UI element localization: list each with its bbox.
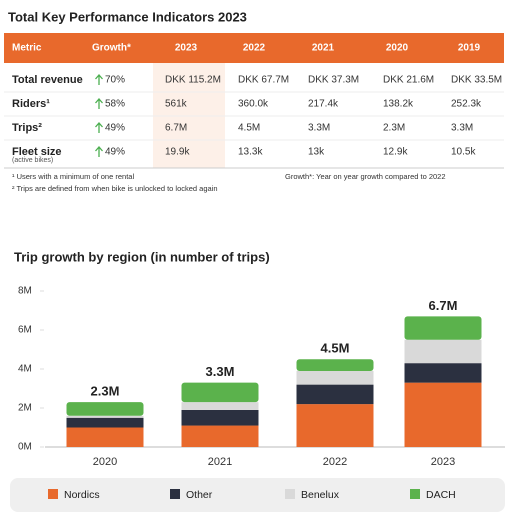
bar-segment <box>404 316 482 340</box>
bar-segment <box>66 415 144 418</box>
growth-arrow <box>95 146 103 157</box>
cell: 217.4k <box>308 99 339 110</box>
total-label: 4.5M <box>321 341 350 356</box>
chart-title: Trip growth by region (in number of trip… <box>14 249 270 264</box>
total-label: 6.7M <box>429 298 458 313</box>
legend-label: Benelux <box>301 489 340 501</box>
column-header: 2021 <box>312 43 335 54</box>
x-tick-label: 2023 <box>431 456 455 468</box>
cell: DKK 115.2M <box>165 75 221 86</box>
growth-value: 49% <box>105 147 125 158</box>
growth-arrow <box>95 98 103 109</box>
growth-note: Growth*: Year on year growth compared to… <box>285 172 446 181</box>
y-tick-label: 2M <box>18 403 32 414</box>
cell: DKK 33.5M <box>451 75 502 86</box>
legend-swatch <box>285 489 295 499</box>
cell: 19.9k <box>165 147 190 158</box>
y-tick-label: 6M <box>18 325 32 336</box>
cell: DKK 67.7M <box>238 75 289 86</box>
cell: 12.9k <box>383 147 408 158</box>
x-tick-label: 2021 <box>208 456 232 468</box>
total-label: 2.3M <box>91 384 120 399</box>
column-header: 2022 <box>243 43 266 54</box>
legend-label: Other <box>186 489 213 501</box>
bar-segment <box>66 417 144 428</box>
y-tick-label: 8M <box>18 286 32 297</box>
legend-label: DACH <box>426 489 456 501</box>
x-tick-label: 2020 <box>93 456 117 468</box>
column-header: 2019 <box>458 43 481 54</box>
cell: 3.3M <box>308 123 330 134</box>
bar-segment <box>296 359 374 371</box>
row-sublabel: (active bikes) <box>12 157 53 164</box>
x-tick-label: 2022 <box>323 456 347 468</box>
legend-swatch <box>48 489 58 499</box>
total-label: 3.3M <box>206 364 235 379</box>
legend-box <box>10 478 505 512</box>
legend-label: Nordics <box>64 489 100 501</box>
bar-segment <box>404 339 482 364</box>
cell: 138.2k <box>383 99 414 110</box>
bar-segment <box>66 427 144 447</box>
row-label: Riders¹ <box>12 98 50 110</box>
cell: DKK 21.6M <box>383 75 434 86</box>
legend-swatch <box>410 489 420 499</box>
growth-arrow <box>95 122 103 133</box>
row-label: Total revenue <box>12 74 83 86</box>
column-header: Growth* <box>92 43 131 54</box>
column-header: Metric <box>12 43 42 54</box>
bar-segment <box>66 402 144 416</box>
bar-segment <box>404 363 482 383</box>
footnote: ¹ Users with a minimum of one rental <box>12 172 134 181</box>
y-tick-label: 4M <box>18 364 32 375</box>
cell: 10.5k <box>451 147 476 158</box>
table-header-bar <box>4 33 504 63</box>
cell: 252.3k <box>451 99 482 110</box>
cell: 6.7M <box>165 123 187 134</box>
bar-segment <box>181 402 259 410</box>
bar-segment <box>404 382 482 447</box>
bar-segment <box>296 384 374 405</box>
cell: 561k <box>165 99 188 110</box>
footnote: ² Trips are defined from when bike is un… <box>12 184 218 193</box>
cell: DKK 37.3M <box>308 75 359 86</box>
cell: 3.3M <box>451 123 473 134</box>
cell: 13k <box>308 147 325 158</box>
row-label: Trips² <box>12 122 42 134</box>
column-header: 2023 <box>175 43 198 54</box>
bar-segment <box>181 425 259 447</box>
bar-segment <box>296 404 374 447</box>
legend-swatch <box>170 489 180 499</box>
bar-segment <box>296 370 374 385</box>
cell: 2.3M <box>383 123 405 134</box>
cell: 360.0k <box>238 99 269 110</box>
column-header: 2020 <box>386 43 409 54</box>
bar-segment <box>181 409 259 426</box>
cell: 4.5M <box>238 123 260 134</box>
growth-arrow <box>95 74 103 85</box>
bar-segment <box>181 382 259 403</box>
growth-value: 70% <box>105 75 125 86</box>
growth-value: 58% <box>105 99 125 110</box>
row-label: Fleet size <box>12 146 62 158</box>
table-title: Total Key Performance Indicators 2023 <box>8 9 247 24</box>
y-tick-label: 0M <box>18 442 32 453</box>
growth-value: 49% <box>105 123 125 134</box>
cell: 13.3k <box>238 147 263 158</box>
